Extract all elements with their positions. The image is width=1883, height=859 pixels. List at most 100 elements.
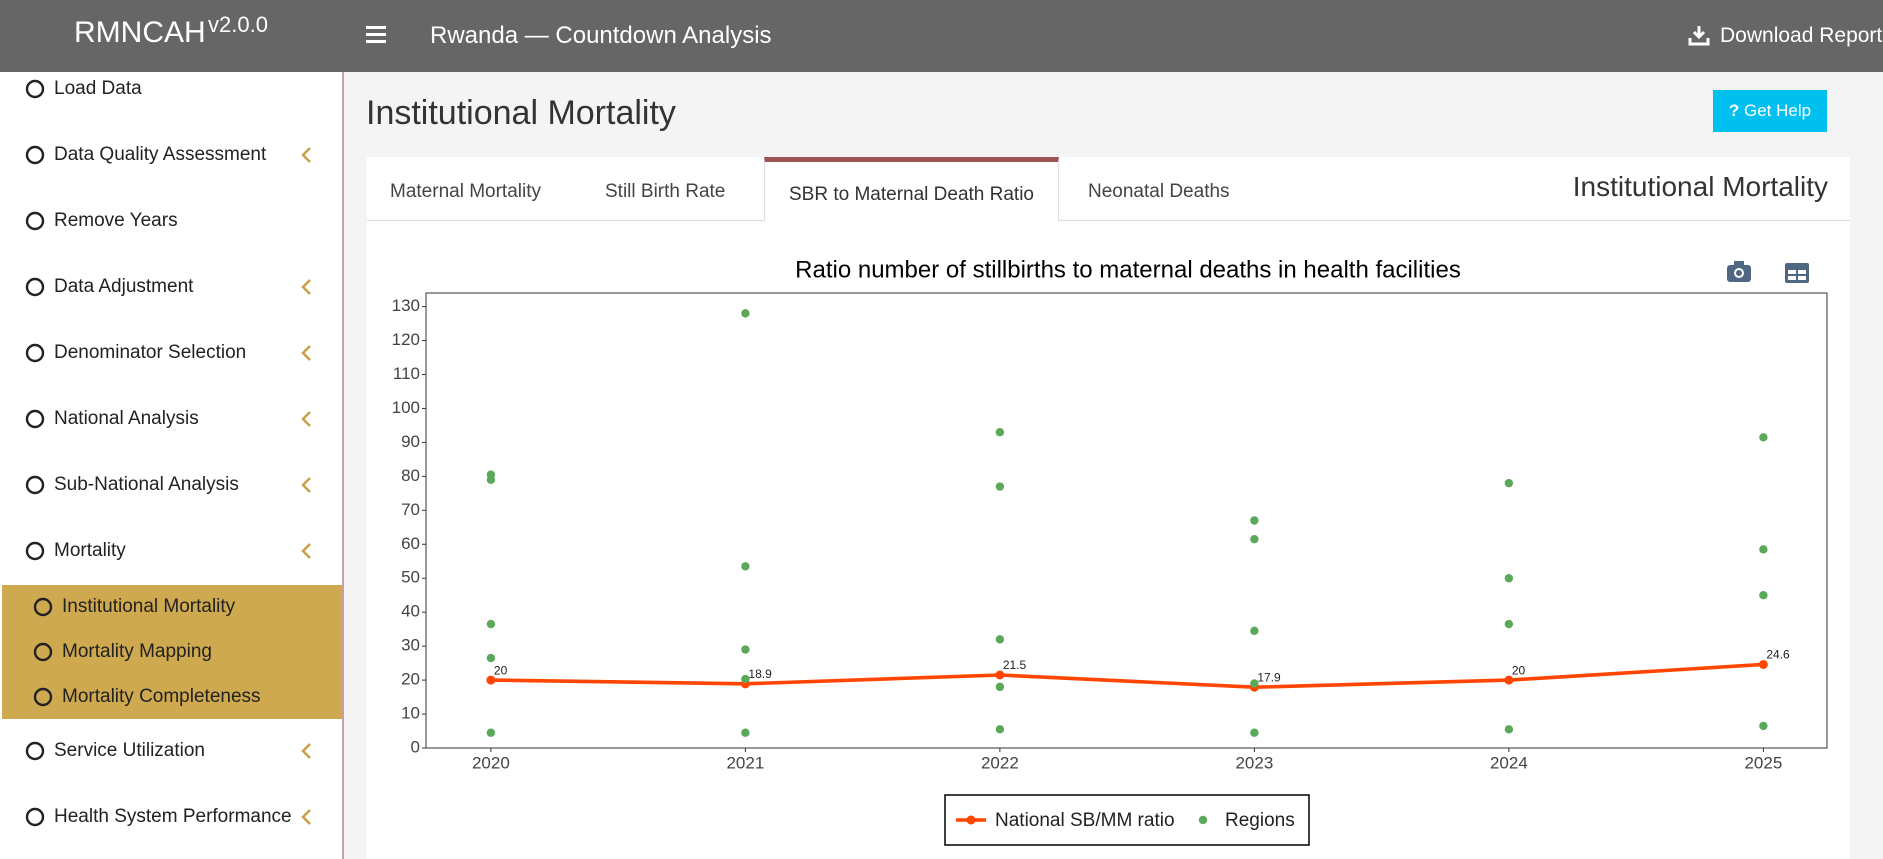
y-tick-label: 130 [392, 296, 420, 315]
y-tick-label: 60 [401, 534, 420, 553]
point [741, 645, 750, 654]
menu-item[interactable]: Mortality Completeness [32, 686, 261, 708]
tab[interactable]: Still Birth Rate [605, 181, 726, 202]
point [1504, 619, 1514, 629]
menu-item[interactable]: Health System Performance [24, 806, 292, 828]
point [1250, 626, 1259, 636]
point [1759, 545, 1768, 554]
point [1504, 675, 1514, 685]
point [486, 728, 496, 737]
point [1759, 591, 1768, 600]
point [486, 675, 496, 685]
plot-frame [425, 292, 1828, 749]
point [995, 482, 1005, 491]
tab-box: Maternal Mortality Still Birth Rate SBR … [367, 157, 1850, 859]
tab-active[interactable]: SBR to Maternal Death Ratio [764, 157, 1059, 221]
legend-marker [966, 815, 976, 825]
x-tick-label: 2023 [1235, 753, 1273, 772]
menu-item[interactable]: Institutional Mortality [32, 596, 235, 618]
y-tick-label: 40 [401, 602, 420, 621]
x-tick-label: 2022 [981, 753, 1019, 772]
menu-label: Data Quality Assessment [54, 144, 267, 165]
y-tick-label: 100 [392, 398, 420, 417]
menu-item[interactable]: Load Data [24, 78, 142, 100]
data-label: 18.9 [748, 667, 772, 681]
legend-marker [1198, 815, 1208, 825]
menu-item[interactable]: Mortality Mapping [32, 641, 212, 663]
x-tick-label: 2020 [472, 753, 510, 772]
menu-item[interactable]: Mortality [24, 540, 126, 562]
chevron [301, 345, 311, 361]
point [486, 475, 496, 484]
data-label: 20 [494, 663, 508, 677]
menu-icon [25, 211, 45, 231]
header-title: Rwanda — Countdown Analysis [430, 22, 772, 49]
point [741, 562, 750, 571]
menu-label: Remove Years [54, 210, 178, 231]
menu-label: Mortality Completeness [62, 686, 261, 707]
point [1758, 659, 1768, 669]
point [1250, 679, 1259, 688]
help-label: Get Help [1744, 101, 1812, 120]
y-tick-label: 120 [392, 330, 420, 349]
x-tick-label: 2025 [1744, 753, 1782, 772]
point [995, 682, 1005, 692]
chevron [301, 279, 311, 295]
point [1759, 721, 1768, 731]
chevron [301, 477, 311, 493]
menu-item[interactable]: Service Utilization [24, 740, 205, 762]
menu-label: Sub-National Analysis [54, 474, 239, 495]
line [490, 662, 1764, 690]
header: RMNCAH v2.0.0 Rwanda — Countdown Analysi… [0, 0, 1883, 72]
tab[interactable]: Neonatal Deaths [1088, 181, 1230, 202]
chevron [301, 743, 311, 759]
legend-label: Regions [1225, 810, 1295, 831]
menu-label: Data Adjustment [54, 276, 194, 297]
menu-icon [25, 807, 45, 827]
menu-item[interactable]: National Analysis [24, 408, 199, 430]
table-icon[interactable] [1785, 263, 1809, 283]
chart-title: Ratio number of stillbirths to maternal … [795, 256, 1461, 283]
download-report[interactable]: Download Report [1720, 24, 1883, 47]
menu-item[interactable]: Data Adjustment [24, 276, 193, 298]
point [741, 309, 750, 318]
version: v2.0.0 [208, 12, 268, 37]
menu-label: Denominator Selection [54, 342, 247, 363]
point [995, 725, 1005, 734]
help-button[interactable]: ? Get Help [1713, 90, 1827, 132]
menu-item[interactable]: Data Quality Assessment [24, 144, 266, 166]
point [995, 635, 1005, 644]
y-tick-label: 110 [393, 364, 420, 383]
point [1504, 725, 1514, 734]
menu-icon [25, 277, 45, 297]
point [995, 428, 1005, 437]
chevron [301, 147, 311, 163]
point [741, 728, 750, 737]
y-tick-label: 30 [401, 636, 420, 655]
menu-label: Load Data [54, 78, 142, 99]
menu-icon [25, 79, 45, 99]
menu-icon [25, 541, 45, 561]
chevron [301, 543, 311, 559]
point [1250, 534, 1259, 544]
legend-label: National SB/MM ratio [995, 810, 1175, 831]
menu-item[interactable]: Sub-National Analysis [24, 474, 239, 496]
menu-icon [33, 642, 53, 662]
chevron [301, 809, 311, 825]
menu-label: National Analysis [54, 408, 199, 429]
menu-icon [25, 343, 45, 363]
box-title: Institutional Mortality [1572, 171, 1828, 202]
menu-toggle[interactable] [366, 26, 386, 44]
camera-icon[interactable] [1727, 261, 1751, 282]
menu-item[interactable]: Denominator Selection [24, 342, 246, 364]
y-tick-label: 0 [411, 737, 420, 756]
menu-icon [25, 475, 45, 495]
menu-label: Institutional Mortality [62, 596, 236, 617]
menu-item[interactable]: Remove Years [24, 210, 178, 232]
submenu: Institutional Mortality Mortality Mapping… [2, 585, 342, 719]
menu-icon [25, 741, 45, 761]
tab[interactable]: Maternal Mortality [390, 181, 541, 202]
brand: RMNCAH [74, 16, 206, 49]
menu-icon [33, 597, 53, 617]
